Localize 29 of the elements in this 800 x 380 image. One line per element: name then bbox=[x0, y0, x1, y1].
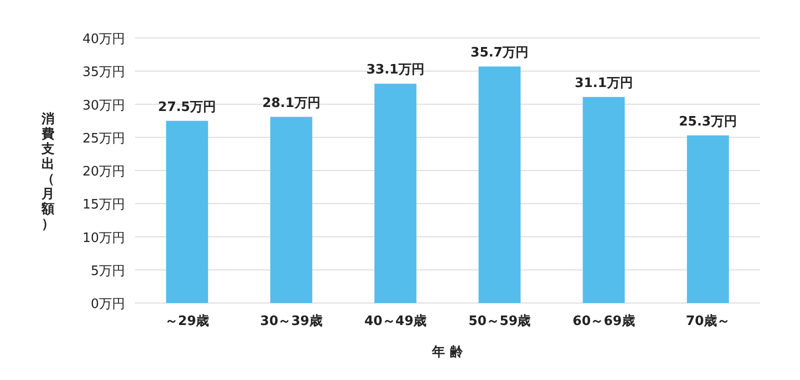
bar bbox=[686, 135, 729, 303]
x-tick-label: 60～69歳 bbox=[572, 314, 635, 329]
y-tick-label: 25万円 bbox=[82, 131, 125, 146]
y-axis-title: 消費支出（月額） bbox=[40, 112, 54, 232]
y-tick-label: 5万円 bbox=[90, 264, 125, 279]
x-tick-label: 70歳～ bbox=[686, 314, 730, 329]
y-tick-label: 35万円 bbox=[82, 65, 125, 80]
y-tick-label: 30万円 bbox=[82, 98, 125, 114]
y-tick-label: 40万円 bbox=[82, 32, 125, 47]
x-tick-label: 30～39歳 bbox=[260, 314, 322, 329]
data-label: 25.3万円 bbox=[678, 114, 737, 130]
x-axis-title: 年 齢 bbox=[431, 345, 464, 360]
bar bbox=[478, 66, 521, 303]
y-tick-label: 0万円 bbox=[90, 297, 125, 312]
data-label: 31.1万円 bbox=[574, 76, 633, 91]
bar bbox=[582, 96, 625, 303]
bar bbox=[166, 120, 208, 303]
data-label: 35.7万円 bbox=[470, 45, 529, 60]
bar bbox=[374, 84, 416, 303]
x-tick-label: ～29歳 bbox=[165, 314, 210, 329]
y-tick-label: 10万円 bbox=[82, 230, 125, 246]
data-label: 33.1万円 bbox=[366, 62, 424, 78]
y-tick-label: 20万円 bbox=[82, 164, 125, 180]
bar bbox=[270, 116, 312, 303]
data-label: 28.1万円 bbox=[262, 96, 320, 111]
x-tick-label: 40～49歳 bbox=[364, 314, 427, 329]
y-tick-label: 15万円 bbox=[82, 198, 125, 213]
data-label: 27.5万円 bbox=[158, 100, 216, 115]
x-tick-label: 50～59歳 bbox=[468, 314, 531, 329]
